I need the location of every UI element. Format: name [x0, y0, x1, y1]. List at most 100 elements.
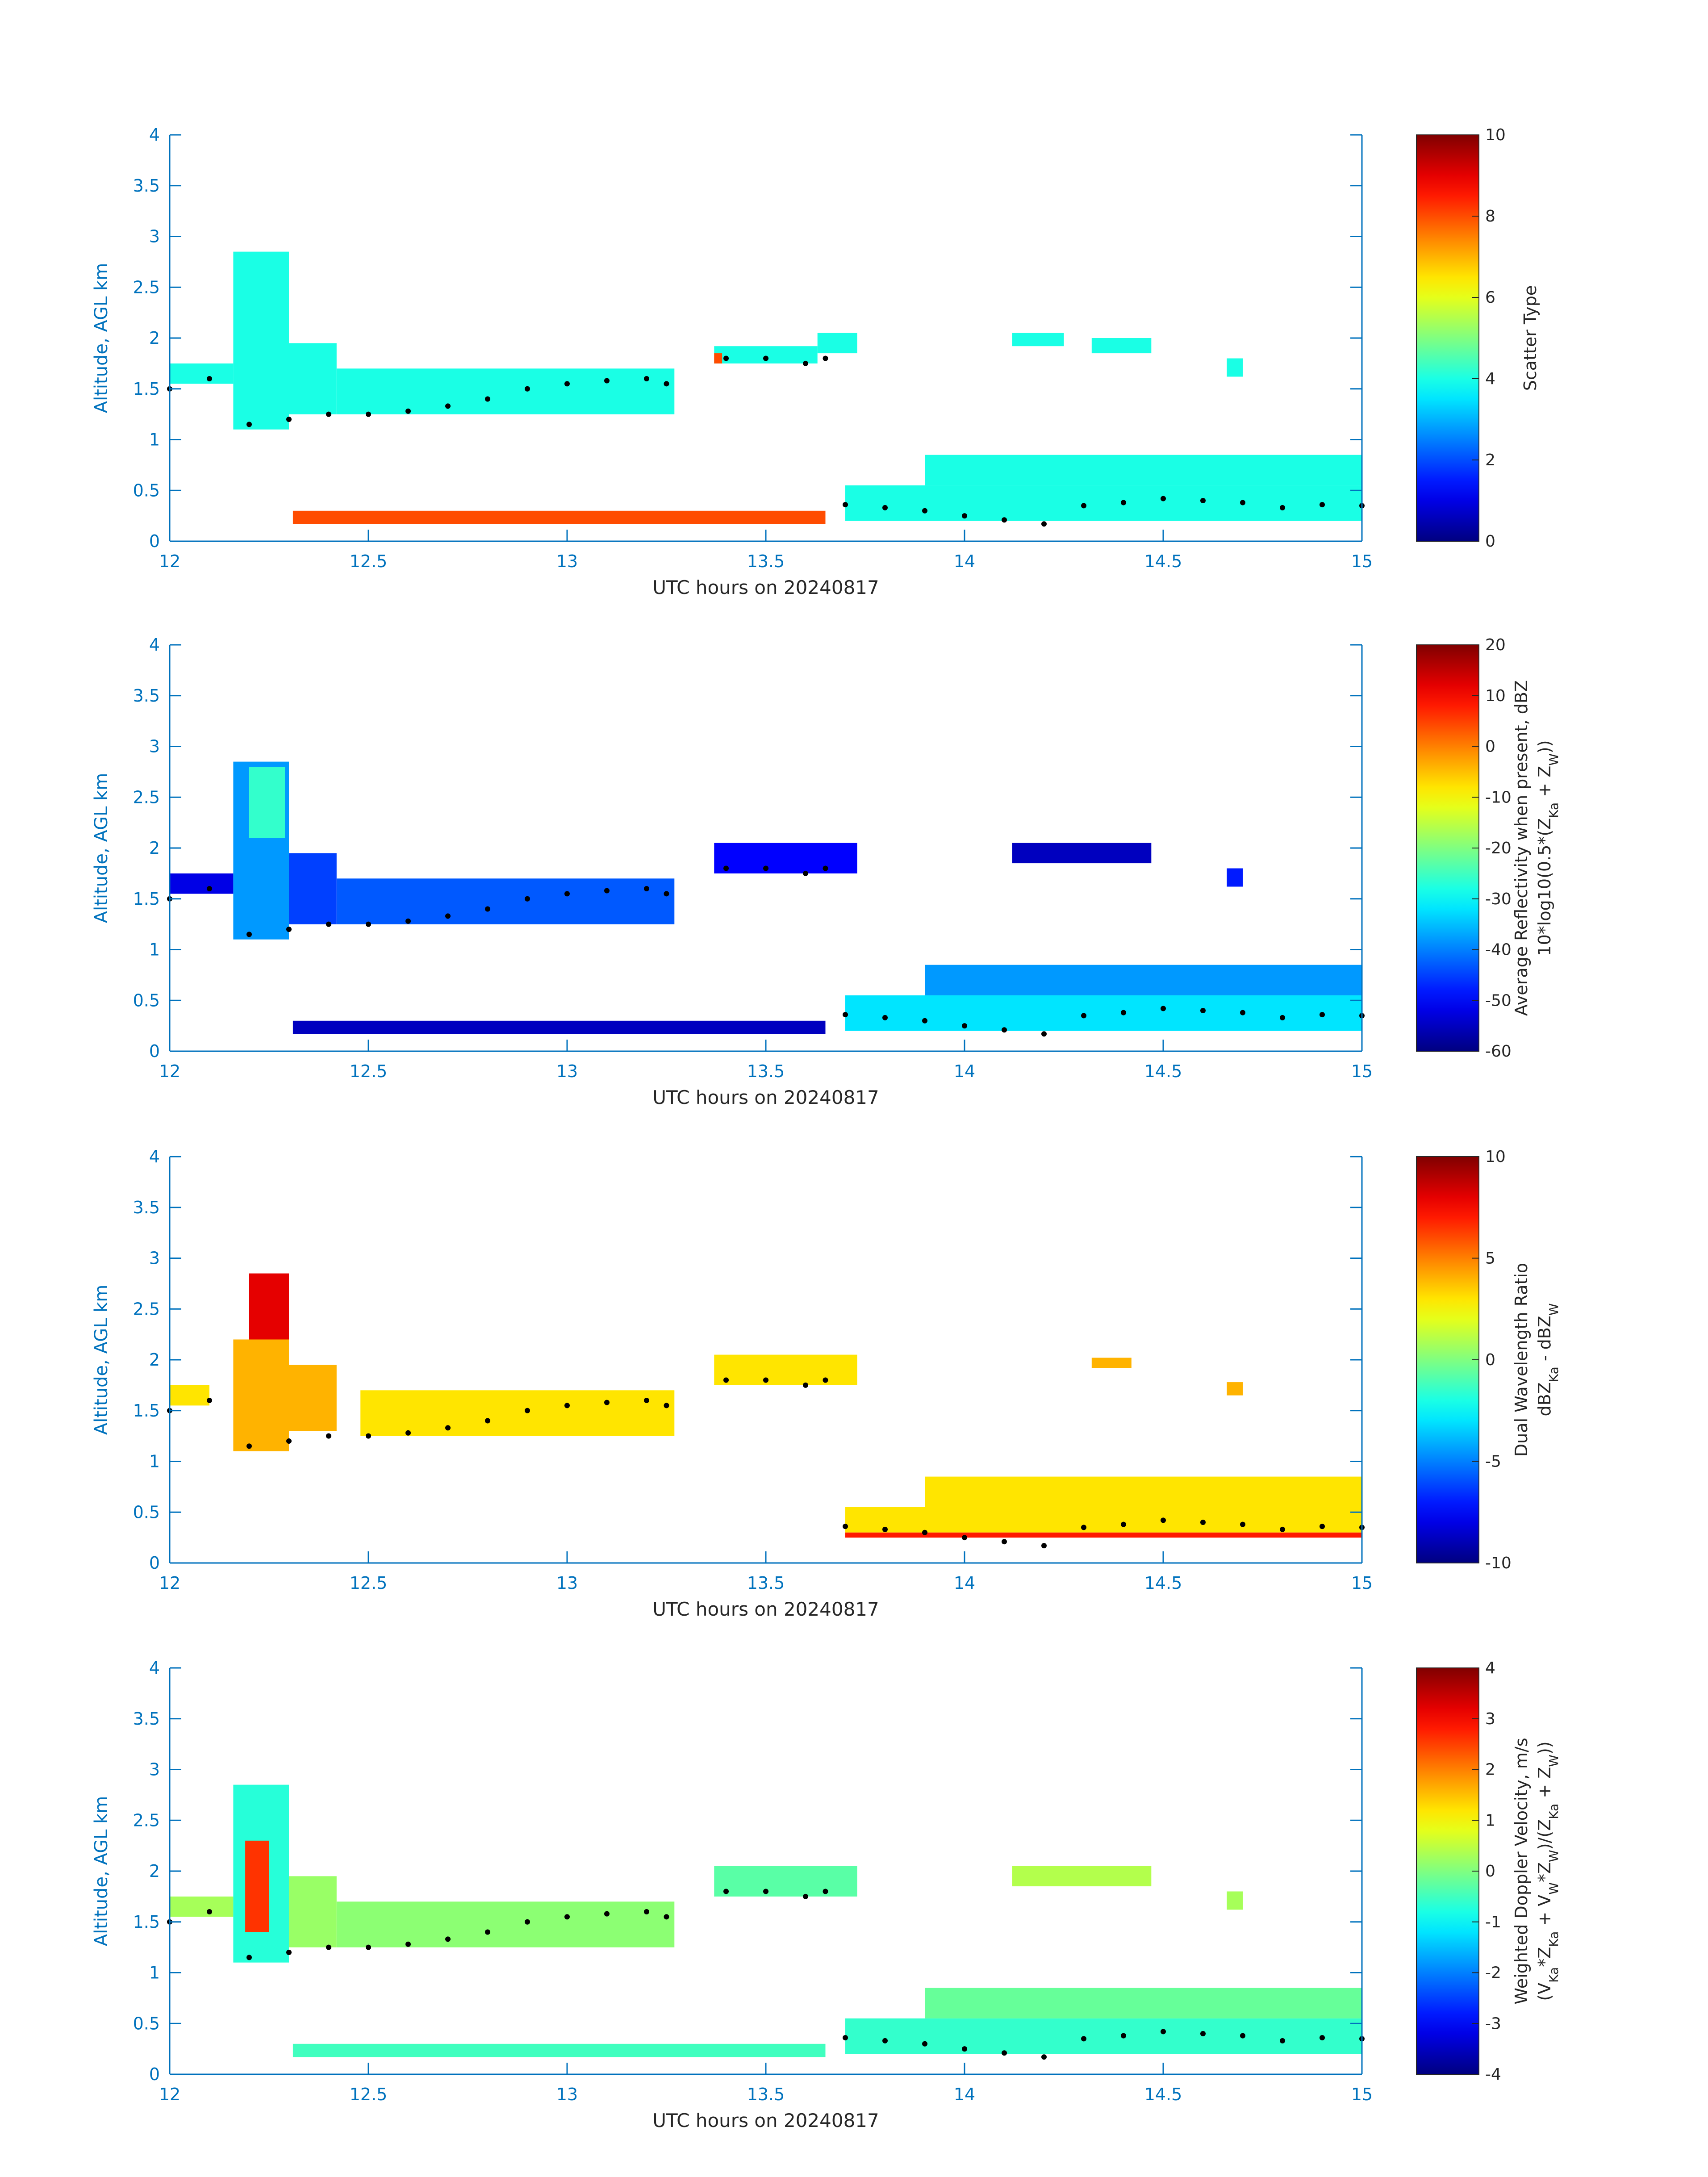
base-marker — [1320, 1524, 1325, 1529]
base-marker — [922, 2041, 927, 2047]
base-marker — [1041, 2054, 1047, 2060]
heatmap-region — [1012, 843, 1152, 864]
panel-dual-wavelength-ratio: 0 0.5 1 1.5 2 2.5 3 3.5 4 12 12.5 13 13.5 14 14.5 15 UTC… — [91, 1147, 1561, 1620]
x-tick-label: 12 — [159, 552, 180, 571]
y-tick-label: 3 — [149, 1249, 160, 1268]
base-marker — [1121, 1521, 1126, 1527]
base-marker — [525, 1919, 530, 1925]
colorbar-tick-label: 2 — [1485, 451, 1495, 469]
panel-average-reflectivity: 0 0.5 1 1.5 2 2.5 3 3.5 4 12 12.5 13 13.5 14 14.5 15 UTC… — [91, 635, 1561, 1108]
base-marker — [207, 376, 212, 381]
base-marker — [1240, 1521, 1245, 1527]
colorbar-label: Dual Wavelength Ratio — [1512, 1263, 1531, 1457]
base-marker — [1081, 1013, 1086, 1019]
y-tick-label: 3.5 — [133, 686, 160, 706]
x-tick-label: 12.5 — [350, 2085, 388, 2104]
base-marker — [1002, 2050, 1007, 2056]
base-marker — [405, 1941, 411, 1947]
base-marker — [1041, 1543, 1047, 1549]
colorbar-label: Average Reflectivity when present, dBZ — [1512, 680, 1531, 1016]
base-marker — [1320, 1012, 1325, 1018]
y-tick-label: 3 — [149, 1760, 160, 1780]
heatmap-region — [289, 1365, 337, 1431]
heatmap-region — [845, 1507, 1362, 1533]
y-tick-label: 4 — [149, 1147, 160, 1166]
heatmap-region — [714, 353, 722, 364]
base-marker — [1081, 2036, 1086, 2042]
colorbar-tick-label: -10 — [1485, 1554, 1512, 1572]
colorbar-tick-label: -4 — [1485, 2065, 1501, 2084]
heatmap-region — [1227, 1891, 1243, 1910]
y-tick-label: 3.5 — [133, 176, 160, 196]
x-tick-label: 12 — [159, 1061, 180, 1081]
base-marker — [405, 918, 411, 924]
colorbar-gradient — [1416, 1156, 1479, 1563]
colorbar: -10 -5 0 5 10 Dual Wavelength Ratio dBZKa - dB… — [1416, 1148, 1561, 1572]
base-marker — [1002, 1027, 1007, 1033]
base-marker — [1240, 1010, 1245, 1015]
x-tick-label: 12.5 — [350, 1061, 388, 1081]
base-marker — [246, 932, 252, 937]
base-marker — [207, 1909, 212, 1914]
y-tick-label: 0 — [149, 2064, 160, 2084]
base-marker — [445, 403, 451, 409]
x-tick-label: 14 — [954, 552, 975, 571]
y-axis-label: Altitude, AGL km — [91, 773, 112, 923]
x-tick-label: 13.5 — [747, 1061, 785, 1081]
base-marker — [843, 502, 848, 508]
base-marker — [962, 513, 967, 519]
y-tick-label: 0 — [149, 1553, 160, 1573]
y-tick-label: 2 — [149, 1350, 160, 1370]
y-tick-label: 2.5 — [133, 787, 160, 807]
heatmap-region — [289, 1876, 337, 1947]
heatmap-region — [845, 995, 1362, 1031]
colorbar-tick-label: -1 — [1485, 1913, 1501, 1931]
y-tick-label: 1.5 — [133, 379, 160, 399]
colorbar-tick-label: 2 — [1485, 1761, 1495, 1779]
base-marker — [286, 1438, 292, 1444]
base-marker — [485, 906, 490, 912]
panel-scatter-type: 0 0.5 1 1.5 2 2.5 3 3.5 4 12 12.5 13 13.5 14 14.5 15 UTC… — [91, 125, 1540, 598]
y-tick-label: 2 — [149, 838, 160, 858]
base-marker — [644, 1909, 649, 1914]
base-marker — [326, 1433, 331, 1439]
y-tick-label: 3.5 — [133, 1198, 160, 1217]
base-marker — [1200, 1008, 1206, 1013]
heatmap-region — [714, 1354, 857, 1385]
heatmap-region — [845, 485, 1362, 521]
colorbar-label: Weighted Doppler Velocity, m/s — [1512, 1738, 1531, 2004]
heatmap-region — [292, 2043, 826, 2057]
x-tick-label: 15 — [1351, 552, 1373, 571]
base-marker — [564, 1914, 570, 1920]
x-tick-label: 15 — [1351, 1573, 1373, 1593]
base-marker — [366, 921, 371, 927]
x-tick-label: 13.5 — [747, 1573, 785, 1593]
base-marker — [445, 1425, 451, 1431]
base-marker — [366, 1433, 371, 1439]
base-marker — [405, 408, 411, 414]
colorbar-tick-label: -50 — [1485, 991, 1512, 1010]
x-tick-label: 14 — [954, 1061, 975, 1081]
x-tick-label: 13.5 — [747, 2085, 785, 2104]
base-marker — [564, 891, 570, 897]
base-marker — [882, 505, 888, 510]
base-marker — [1240, 500, 1245, 506]
base-marker — [803, 1382, 808, 1388]
y-tick-label: 4 — [149, 635, 160, 655]
heatmap-region — [170, 1385, 209, 1406]
colorbar-gradient — [1416, 644, 1479, 1052]
base-marker — [922, 508, 927, 514]
heatmap-region — [360, 1390, 675, 1436]
y-axis-label: Altitude, AGL km — [91, 1796, 112, 1947]
base-marker — [843, 2035, 848, 2041]
x-axis-label: UTC hours on 20240817 — [652, 1086, 879, 1108]
heatmap-region — [925, 455, 1362, 485]
base-marker — [1002, 517, 1007, 523]
base-marker — [1200, 498, 1206, 503]
base-marker — [564, 381, 570, 387]
base-marker — [803, 870, 808, 876]
base-marker — [525, 386, 530, 392]
colorbar-tick-label: 1 — [1485, 1811, 1495, 1830]
x-tick-label: 13 — [556, 1061, 578, 1081]
